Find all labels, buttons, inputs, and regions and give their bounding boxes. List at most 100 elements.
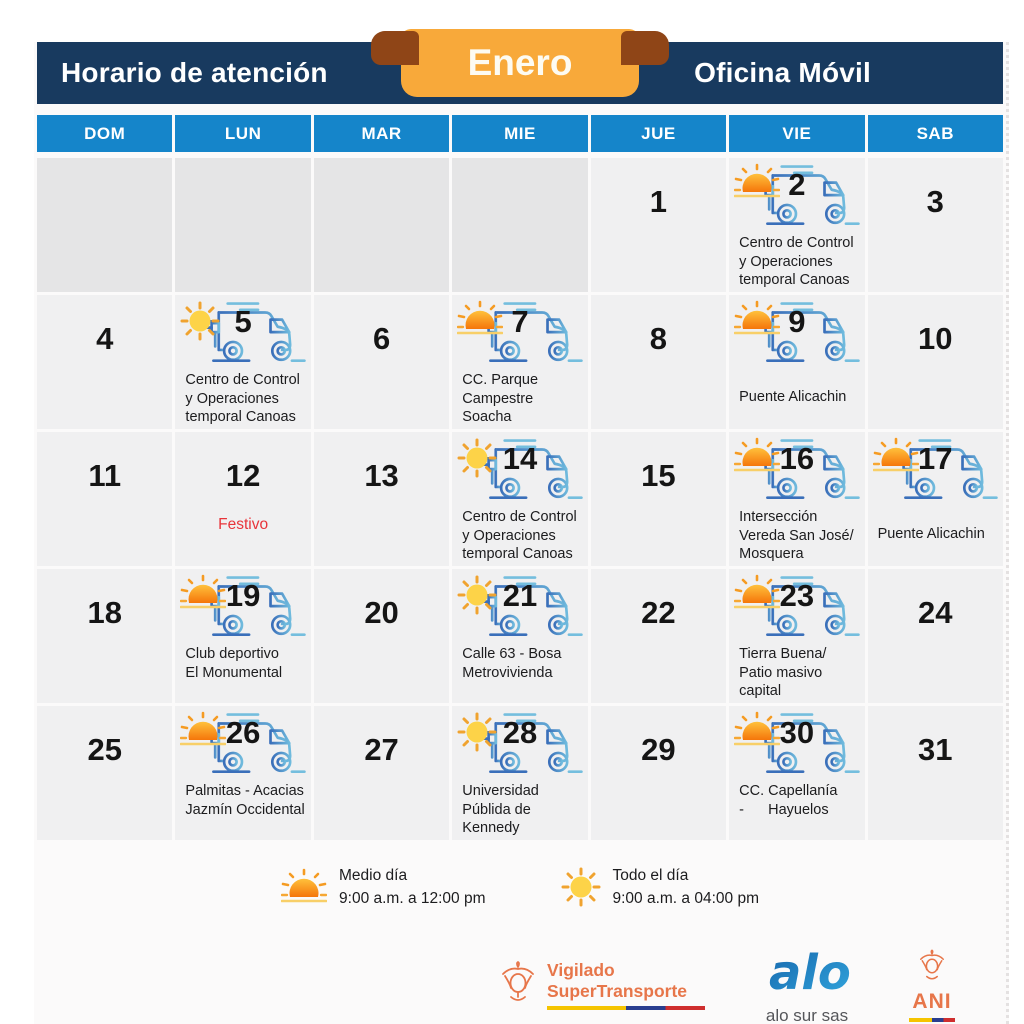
van-icon bbox=[192, 302, 306, 362]
day-number: 19 bbox=[225, 578, 261, 613]
page-title-right: Oficina Móvil bbox=[694, 57, 871, 88]
svg-text:alo: alo bbox=[769, 945, 851, 999]
day-number: 23 bbox=[779, 578, 815, 613]
event-icon-zone: 19 bbox=[175, 569, 310, 643]
half-sun-icon bbox=[734, 300, 781, 335]
calendar-day-cell: 15 bbox=[590, 432, 727, 566]
event-icon-zone: 9 bbox=[729, 295, 864, 369]
calendar-event-cell: 23 Tierra Buena/ Patio masivo capital bbox=[729, 569, 865, 703]
calendar-day-cell: 10 bbox=[867, 295, 1003, 429]
day-number: 11 bbox=[88, 458, 122, 493]
calendar-holiday-cell: 12 Festivo bbox=[175, 432, 311, 566]
day-number: 16 bbox=[779, 441, 815, 476]
event-location: Universidad Públida de Kennedy bbox=[452, 780, 587, 838]
calendar-empty-cell bbox=[37, 158, 173, 292]
half-sun-icon bbox=[734, 711, 781, 746]
calendar-day-cell: 25 bbox=[37, 706, 173, 840]
calendar-sheet: Horario de atención Oficina Móvil Enero … bbox=[34, 29, 1009, 1024]
day-number: 26 bbox=[225, 715, 261, 750]
weekday-header: VIE bbox=[729, 115, 865, 152]
event-location: Club deportivo El Monumental bbox=[175, 643, 310, 699]
van-icon bbox=[746, 439, 860, 499]
calendar-day-cell: 18 bbox=[37, 569, 173, 703]
day-number: 30 bbox=[779, 715, 815, 750]
supertransporte-line2: SuperTransporte bbox=[547, 980, 688, 1001]
calendar-event-cell: 21 Calle 63 - Bosa Metrovivienda bbox=[452, 569, 588, 703]
calendar-event-cell: 9 Puente Alicachin bbox=[729, 295, 865, 429]
calendar-day-cell: 13 bbox=[313, 432, 450, 566]
footer: Vigilado SuperTransporte alo alo sur sas bbox=[37, 945, 1003, 1024]
day-number: 18 bbox=[87, 595, 122, 630]
van-icon bbox=[469, 713, 583, 773]
day-number: 22 bbox=[641, 595, 676, 630]
event-icon-zone: 5 bbox=[175, 295, 310, 369]
event-location-text: Puente Alicachin bbox=[877, 525, 985, 542]
calendar-event-cell: 16 Intersección Vereda San José/ Mosquer… bbox=[729, 432, 865, 566]
legend-item-todo-el-dia: Todo el día 9:00 a.m. a 04:00 pm bbox=[561, 864, 759, 911]
day-number: 29 bbox=[641, 732, 676, 767]
half-sun-icon bbox=[457, 300, 504, 335]
event-location-text: Puente Alicachin bbox=[739, 388, 847, 405]
weekday-header: MIE bbox=[452, 115, 588, 152]
day-number: 12 bbox=[225, 458, 261, 493]
event-icon-zone: 2 bbox=[729, 158, 864, 232]
calendar-day-cell: 3 bbox=[867, 158, 1003, 292]
day-number: 27 bbox=[364, 732, 399, 767]
full-sun-icon bbox=[180, 301, 220, 341]
calendar-day-cell: 6 bbox=[313, 295, 450, 429]
calendar-event-cell: 7 CC. Parque Campestre Soacha bbox=[452, 295, 588, 429]
alo-caption: alo sur sas bbox=[765, 1005, 849, 1024]
calendar-day-cell: 29 bbox=[590, 706, 727, 840]
day-number: 13 bbox=[364, 458, 399, 493]
alo-ribbon-icon: alo bbox=[769, 945, 851, 1001]
half-sun-icon bbox=[734, 163, 781, 198]
event-icon-zone: 30 bbox=[729, 706, 864, 780]
event-location-text: Intersección Vereda San José/ Mosquera bbox=[739, 509, 854, 563]
day-number: 20 bbox=[364, 595, 399, 630]
event-location-text: Centro de Control y Operaciones temporal… bbox=[739, 235, 854, 289]
event-location: Calle 63 - Bosa Metrovivienda bbox=[452, 643, 587, 699]
coat-of-arms-icon bbox=[920, 948, 944, 979]
month-tab: Enero bbox=[371, 29, 669, 97]
half-sun-icon bbox=[180, 711, 227, 746]
day-number: 3 bbox=[926, 184, 944, 219]
calendar-empty-cell bbox=[313, 158, 450, 292]
event-icon-zone: 14 bbox=[452, 432, 587, 506]
day-number: 1 bbox=[649, 184, 668, 219]
colombia-tricolor-bar bbox=[547, 1006, 705, 1011]
day-number: 4 bbox=[96, 321, 114, 356]
day-number: 2 bbox=[788, 167, 806, 202]
header: Horario de atención Oficina Móvil Enero bbox=[37, 29, 1003, 104]
event-icon-zone: 28 bbox=[452, 706, 587, 780]
supertransporte-logo: Vigilado SuperTransporte bbox=[498, 960, 705, 1011]
event-icon-zone: 26 bbox=[175, 706, 310, 780]
calendar-empty-cell bbox=[452, 158, 588, 292]
half-sun-icon bbox=[872, 437, 919, 472]
event-icon-zone: 23 bbox=[729, 569, 864, 643]
half-sun-icon bbox=[734, 574, 781, 609]
day-number: 17 bbox=[918, 441, 953, 476]
legend: Medio día 9:00 a.m. a 12:00 pm Todo el d… bbox=[37, 864, 1003, 911]
van-icon bbox=[884, 439, 998, 499]
weekday-header: MAR bbox=[313, 115, 450, 152]
event-location-text: Tierra Buena/ Patio masivo capital bbox=[739, 646, 827, 700]
event-location: Puente Alicachin bbox=[729, 369, 864, 425]
event-location-text: Club deportivo El Monumental bbox=[185, 646, 283, 681]
half-sun-icon bbox=[281, 868, 328, 903]
event-location: Centro de Control y Operaciones temporal… bbox=[175, 369, 310, 427]
calendar-event-cell: 26 Palmitas - Acacias Jazmín Occidental bbox=[175, 706, 311, 840]
colombia-tricolor-bar bbox=[909, 1017, 955, 1022]
event-location: Palmitas - Acacias Jazmín Occidental bbox=[175, 780, 310, 836]
event-location-text: Universidad Públida de Kennedy bbox=[462, 783, 539, 837]
full-sun-icon bbox=[561, 867, 600, 907]
legend-item-medio-dia: Medio día 9:00 a.m. a 12:00 pm bbox=[281, 864, 486, 911]
calendar-grid: 1 bbox=[37, 158, 1003, 840]
legend-label: Todo el día bbox=[612, 867, 689, 884]
legend-time: 9:00 a.m. a 12:00 pm bbox=[339, 890, 486, 908]
calendar-day-cell: 8 bbox=[590, 295, 727, 429]
half-sun-icon bbox=[734, 437, 781, 472]
calendar-event-cell: 17 Puente Alicachin bbox=[867, 432, 1003, 566]
event-icon-zone: 16 bbox=[729, 432, 864, 506]
calendar-event-cell: 30 CC. Capellanía - Hayuelos bbox=[729, 706, 865, 840]
event-location-text: Centro de Control y Operaciones temporal… bbox=[185, 372, 300, 426]
